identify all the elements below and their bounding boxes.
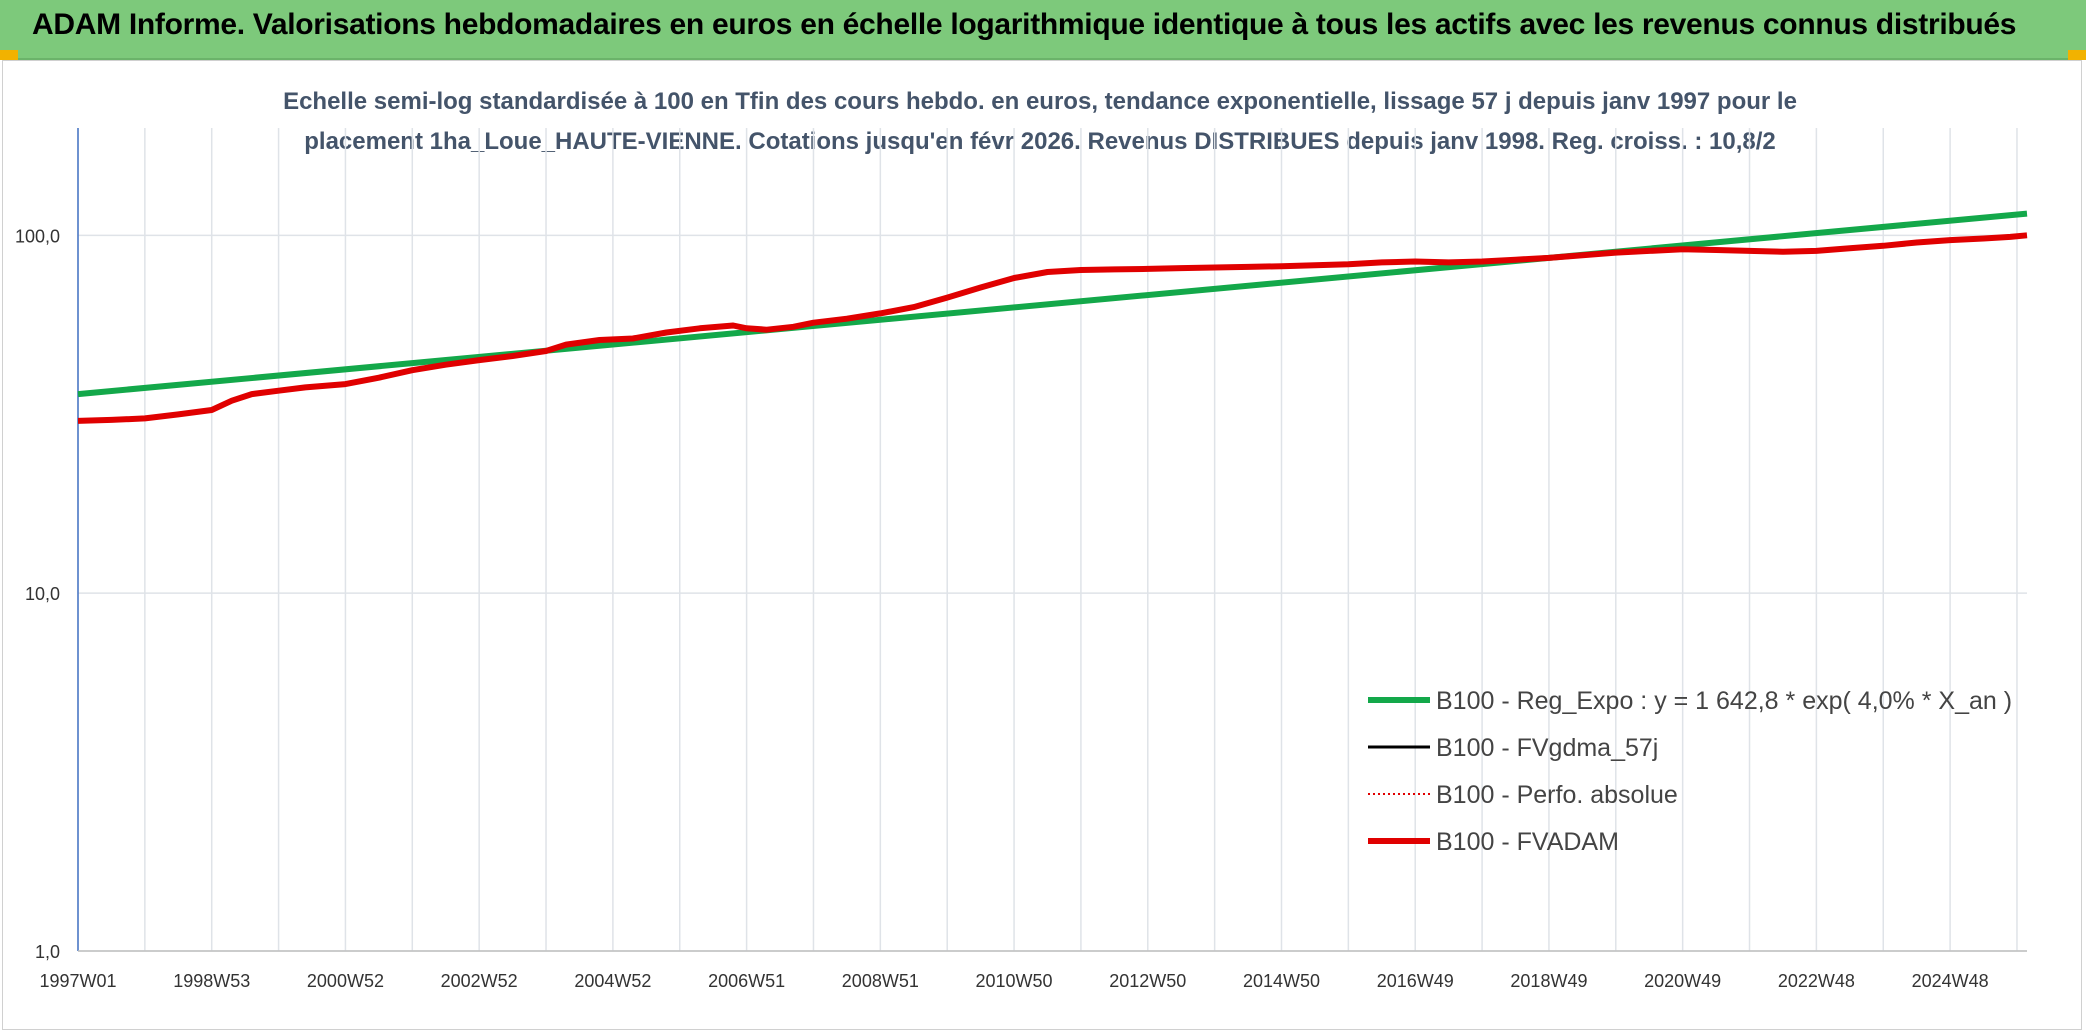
y-tick-label: 100,0 — [15, 226, 60, 246]
corner-marker-left — [0, 50, 18, 60]
report-title: ADAM Informe. Valorisations hebdomadaire… — [32, 8, 2017, 41]
x-tick-label: 2014W50 — [1243, 971, 1320, 991]
legend-label-0: B100 - Reg_Expo : y = 1 642,8 * exp( 4,0… — [1436, 687, 2012, 715]
series-line-3 — [77, 232, 2028, 424]
x-tick-label: 2010W50 — [976, 971, 1053, 991]
x-tick-label: 1997W01 — [39, 971, 116, 991]
x-tick-label: 2008W51 — [842, 971, 919, 991]
x-tick-label: 2012W50 — [1109, 971, 1186, 991]
x-tick-label: 2006W51 — [708, 971, 785, 991]
corner-marker-right — [2068, 50, 2086, 60]
x-tick-label: 2024W48 — [1912, 971, 1989, 991]
chart-title-line-2: placement 1ha_Loue_HAUTE-VIENNE. Cotatio… — [304, 128, 1776, 155]
x-tick-label: 2020W49 — [1644, 971, 1721, 991]
chart-title-line-1: Echelle semi-log standardisée à 100 en T… — [283, 88, 1797, 115]
x-tick-label: 2018W49 — [1510, 971, 1587, 991]
report-header: ADAM Informe. Valorisations hebdomadaire… — [0, 0, 2086, 60]
axis-layer: 1,0 10,0 100,0 1997W01 1998W53 2000W52 2002W52… — [15, 128, 2027, 991]
x-tick-label: 2016W49 — [1377, 971, 1454, 991]
x-tick-label: 2022W48 — [1778, 971, 1855, 991]
series-layer — [77, 210, 2028, 424]
x-tick-label: 2000W52 — [307, 971, 384, 991]
x-tick-label: 1998W53 — [173, 971, 250, 991]
legend-label-1: B100 - FVgdma_57j — [1436, 734, 1658, 762]
x-tick-label: 2004W52 — [574, 971, 651, 991]
chart-frame — [2, 60, 2082, 1030]
legend-layer: B100 - Reg_Expo : y = 1 642,8 * exp( 4,0… — [1368, 687, 2012, 856]
series-line-0 — [77, 210, 2028, 398]
x-tick-label: 2002W52 — [441, 971, 518, 991]
y-tick-label: 1,0 — [35, 942, 60, 962]
y-tick-label: 10,0 — [25, 584, 60, 604]
legend-label-2: B100 - Perfo. absolue — [1436, 781, 1678, 809]
legend-label-3: B100 - FVADAM — [1436, 828, 1619, 856]
